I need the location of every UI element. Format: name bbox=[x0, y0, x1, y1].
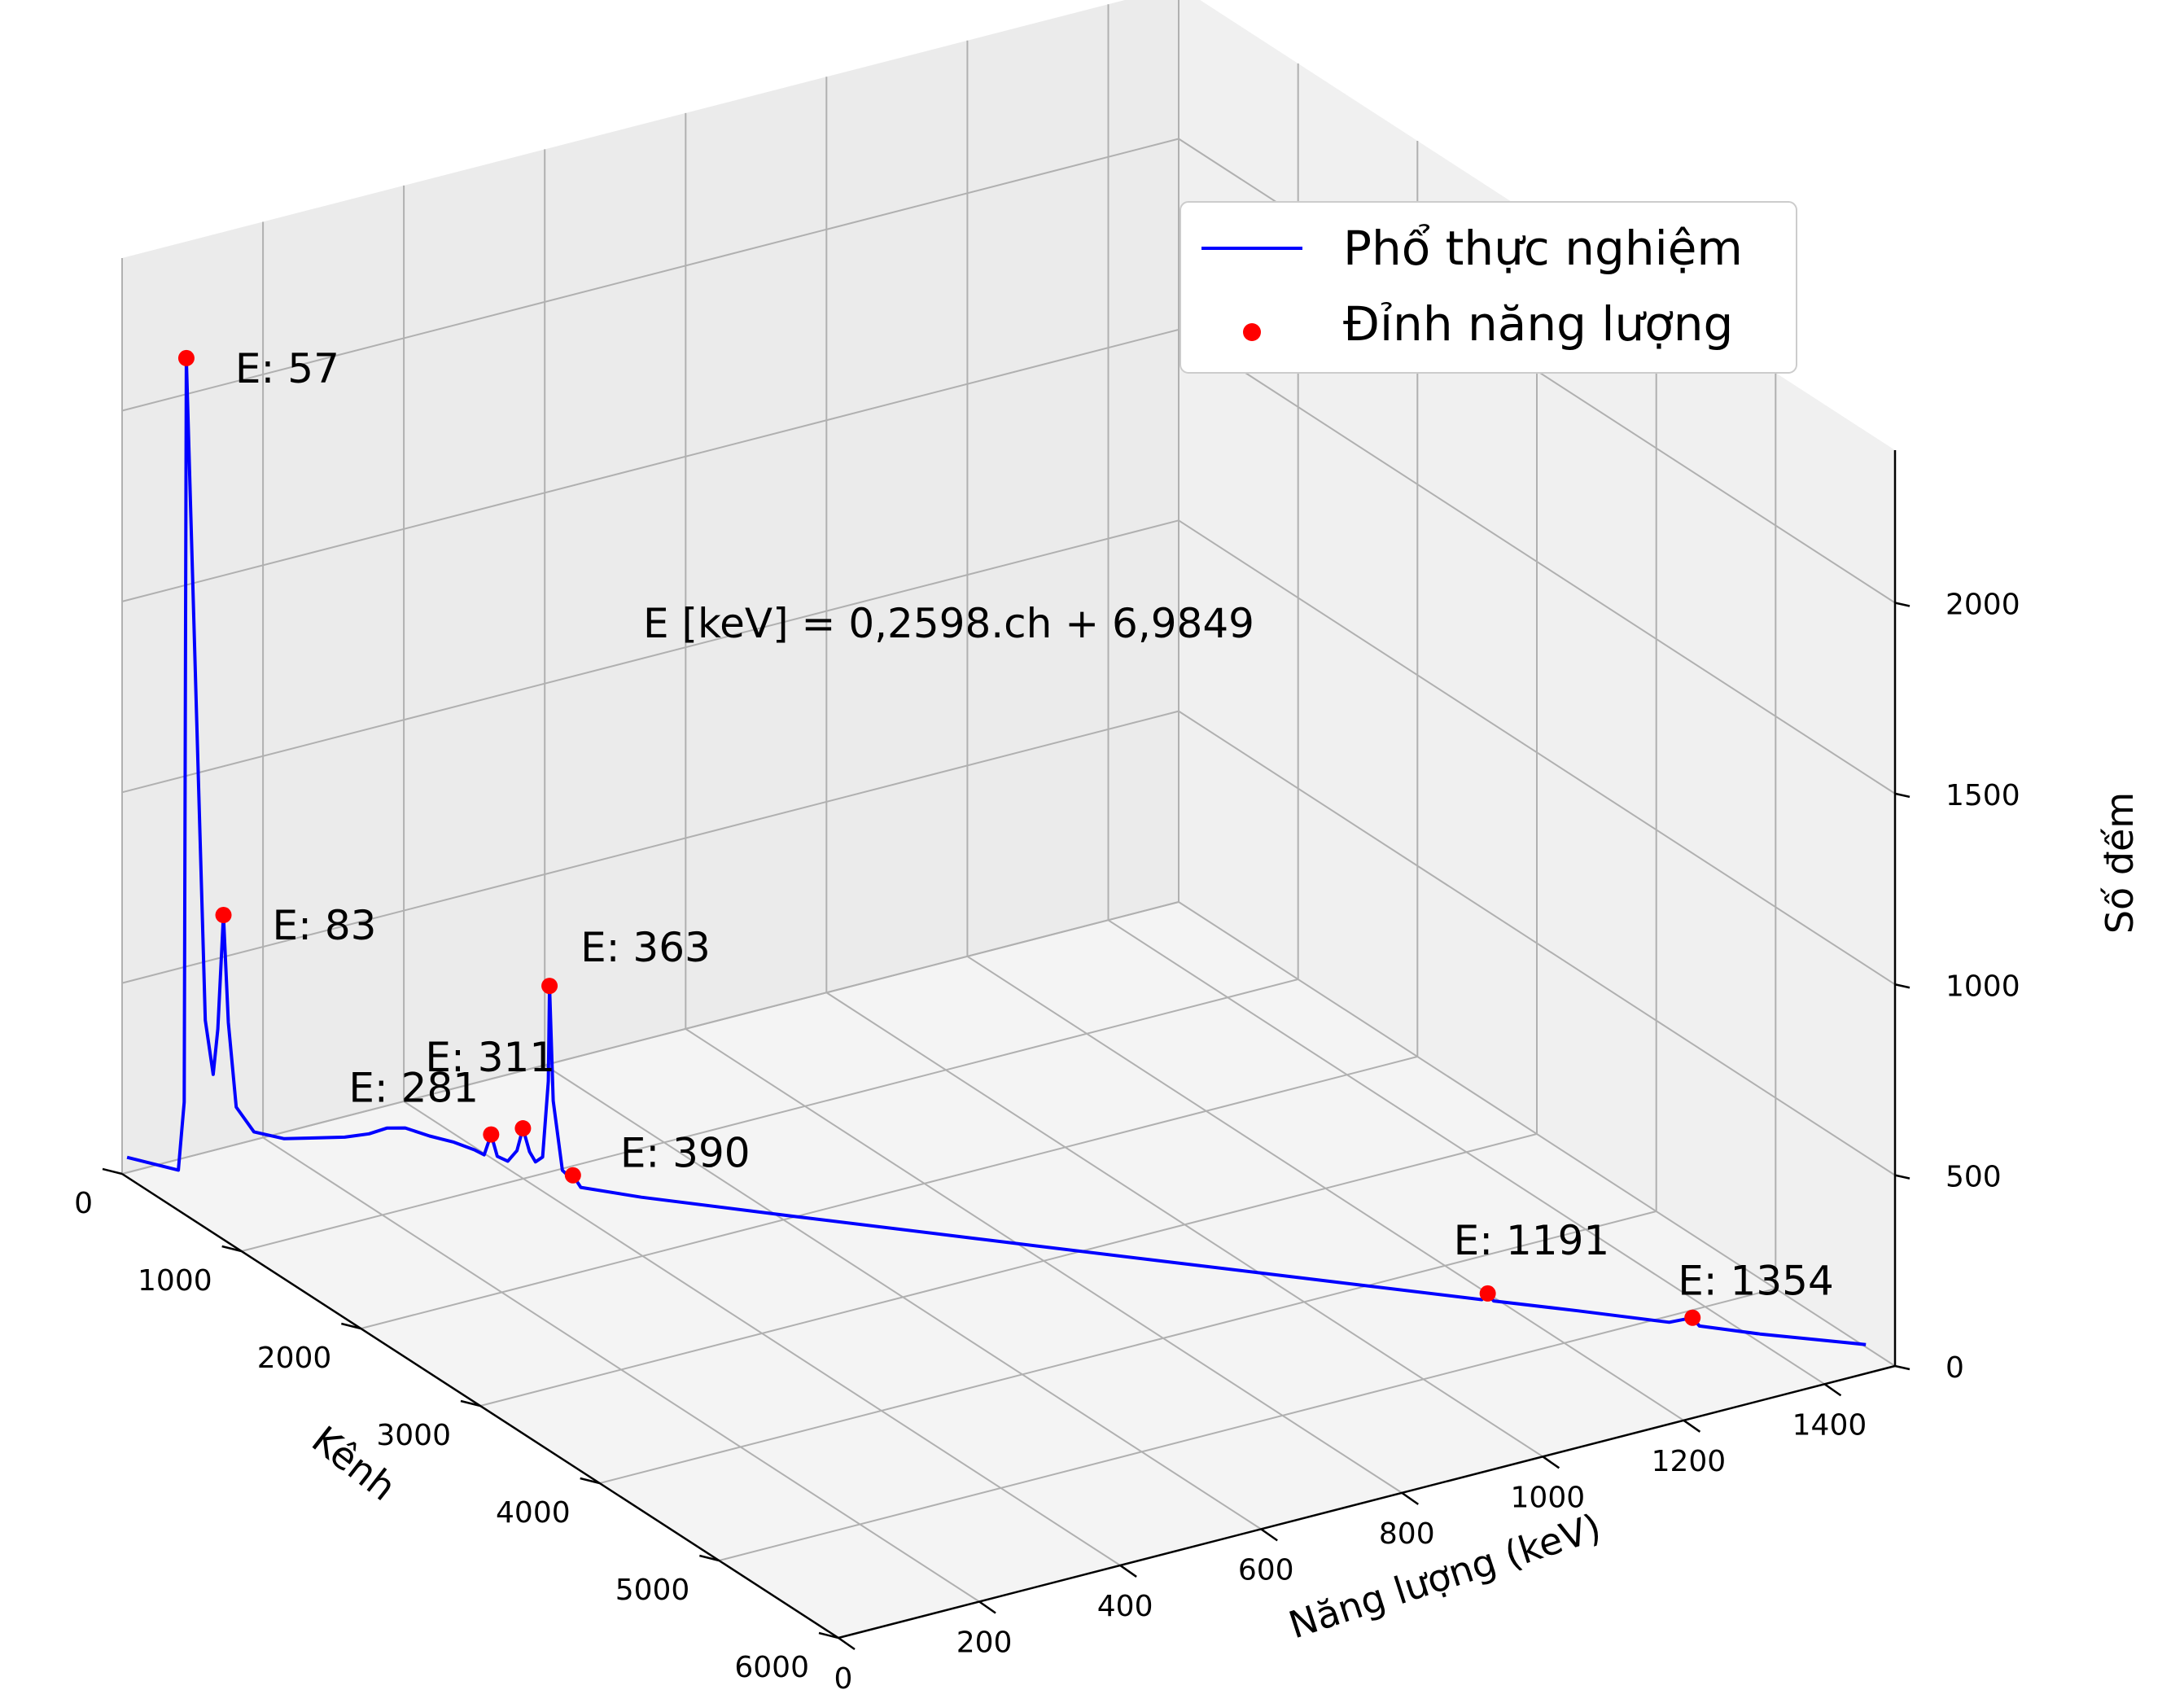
z-tick-mark bbox=[1894, 1364, 1910, 1371]
x-tick-mark bbox=[341, 1322, 361, 1330]
z-tick-mark bbox=[1894, 1174, 1910, 1180]
x-tick-label: 0 bbox=[74, 1187, 93, 1220]
annotation-formula: E [keV] = 0,2598.ch + 6,9849 bbox=[643, 600, 1254, 647]
y-tick-label: 400 bbox=[1097, 1590, 1153, 1623]
legend-point-label: Đỉnh năng lượng bbox=[1343, 296, 1733, 352]
z-tick-label: 2000 bbox=[1945, 589, 2020, 622]
y-tick-label: 1000 bbox=[1511, 1481, 1586, 1514]
y-tick-mark bbox=[1260, 1528, 1278, 1542]
peak-marker bbox=[215, 907, 232, 924]
peak-marker bbox=[564, 1167, 581, 1184]
y-tick-mark bbox=[1542, 1456, 1560, 1469]
peak-marker bbox=[514, 1120, 532, 1137]
z-tick-mark bbox=[1894, 602, 1910, 607]
legend-box bbox=[1180, 201, 1797, 374]
x-tick-mark bbox=[102, 1167, 123, 1175]
y-tick-mark bbox=[1119, 1564, 1137, 1578]
y-tick-label: 200 bbox=[956, 1626, 1013, 1659]
x-tick-mark bbox=[221, 1245, 242, 1253]
peak-marker bbox=[177, 349, 195, 366]
x-tick-mark bbox=[460, 1399, 481, 1407]
z-axis-label: Số đếm bbox=[2098, 792, 2142, 934]
y-tick-label: 1400 bbox=[1792, 1408, 1867, 1442]
x-tick-label: 6000 bbox=[734, 1651, 809, 1684]
x-tick-label: 3000 bbox=[376, 1419, 451, 1452]
peak-label: E: 57 bbox=[235, 345, 339, 392]
y-axis-label: Năng lượng (keV) bbox=[1284, 1505, 1606, 1648]
peak-label: E: 281 bbox=[348, 1065, 479, 1112]
series-layer bbox=[126, 356, 1867, 1346]
grid-line-z bbox=[121, 328, 1896, 795]
grid-line-z bbox=[121, 710, 1896, 1176]
z-tick-label: 0 bbox=[1945, 1351, 1964, 1385]
x-tick-label: 5000 bbox=[615, 1574, 690, 1607]
peak-label: E: 1191 bbox=[1454, 1217, 1610, 1264]
y-tick-mark bbox=[838, 1636, 856, 1651]
peak-marker bbox=[1684, 1309, 1701, 1326]
peak-label: E: 83 bbox=[273, 902, 377, 949]
legend-line-label: Phổ thực nghiệm bbox=[1343, 221, 1743, 276]
y-tick-label: 800 bbox=[1379, 1517, 1435, 1551]
x-tick-label: 2000 bbox=[257, 1342, 332, 1375]
y-tick-label: 0 bbox=[834, 1662, 853, 1696]
legend-point-swatch bbox=[1243, 323, 1261, 341]
grid-line-z bbox=[121, 900, 1896, 1367]
x-tick-label: 4000 bbox=[496, 1496, 571, 1530]
x-tick-mark bbox=[818, 1631, 839, 1640]
y-tick-mark bbox=[1401, 1491, 1419, 1505]
y-tick-mark bbox=[978, 1600, 996, 1614]
z-tick-mark bbox=[1894, 792, 1910, 799]
y-tick-mark bbox=[1683, 1419, 1701, 1433]
z-tick-mark bbox=[1894, 983, 1910, 989]
x-tick-label: 1000 bbox=[138, 1264, 212, 1298]
z-tick-label: 1000 bbox=[1945, 970, 2020, 1003]
z-tick-label: 500 bbox=[1945, 1161, 2002, 1194]
peak-label: E: 311 bbox=[425, 1034, 555, 1081]
peak-marker bbox=[541, 978, 558, 995]
spectrum-line bbox=[126, 356, 1867, 1346]
y-axis-line bbox=[838, 1364, 1896, 1640]
legend: Phổ thực nghiệm Đỉnh năng lượng bbox=[1180, 201, 1797, 374]
y-tick-label: 1200 bbox=[1652, 1445, 1727, 1478]
peak-marker bbox=[483, 1126, 500, 1143]
grid-line-z bbox=[121, 519, 1896, 986]
peak-label: E: 363 bbox=[580, 924, 711, 971]
z-tick-label: 1500 bbox=[1945, 779, 2020, 812]
grid-line-z bbox=[121, 138, 1896, 604]
x-tick-mark bbox=[699, 1554, 720, 1562]
peak-marker bbox=[1479, 1285, 1496, 1302]
y-tick-label: 600 bbox=[1238, 1553, 1294, 1587]
y-tick-mark bbox=[1823, 1383, 1842, 1397]
peak-label: E: 1354 bbox=[1678, 1258, 1834, 1305]
pane-back-xz bbox=[122, 0, 1179, 1174]
x-tick-mark bbox=[580, 1477, 600, 1485]
peak-label: E: 390 bbox=[620, 1130, 751, 1177]
